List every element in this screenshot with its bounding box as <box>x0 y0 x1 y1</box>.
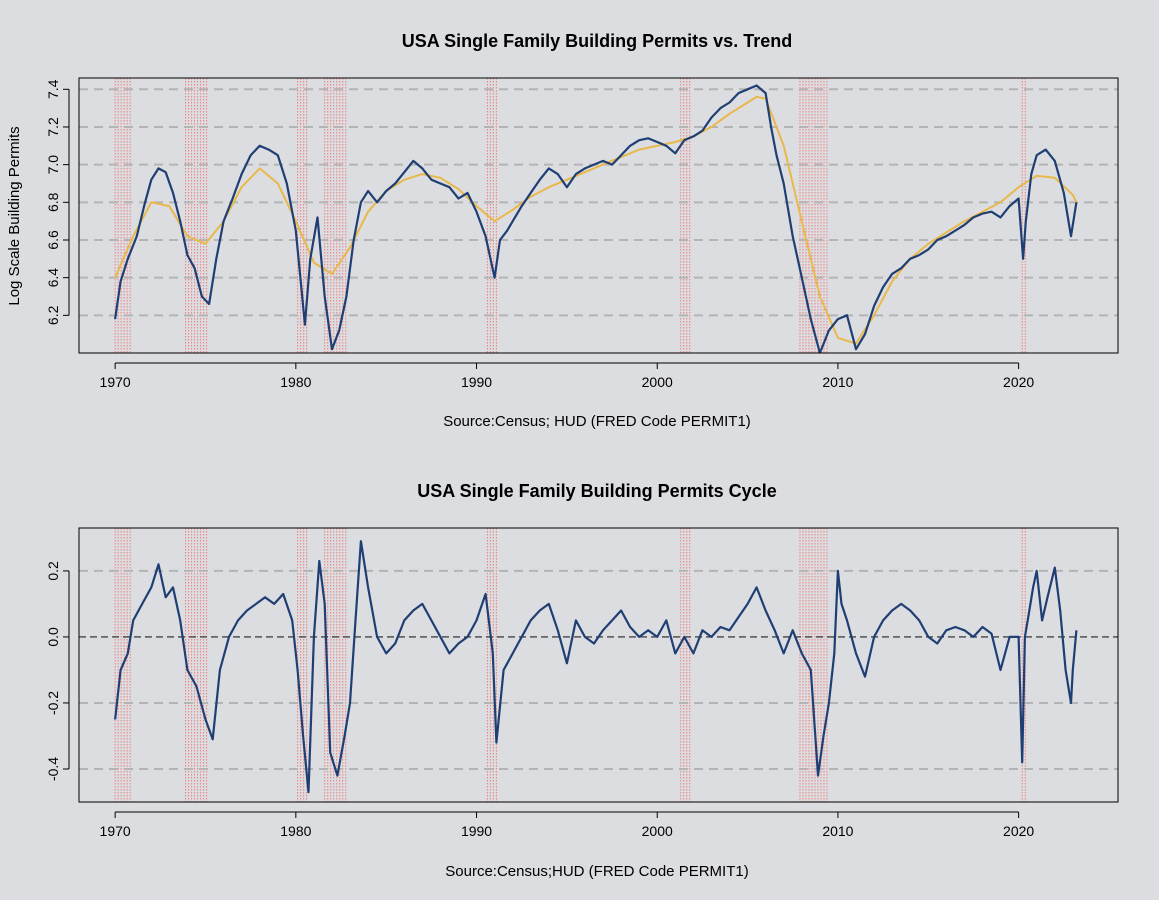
trend-y-tick-label: 7.4 <box>45 79 61 99</box>
trend-recession-band <box>114 78 131 353</box>
trend-recession-bands <box>114 78 1026 353</box>
trend-axes: 1970 1980 1990 2000 2010 2020 6.2 6.4 6.6 6.8 7.0 7… <box>45 77 1119 390</box>
cycle-x-tick-label: 2010 <box>822 823 853 839</box>
cycle-x-tick-label: 1970 <box>100 823 131 839</box>
cycle-recession-band <box>799 528 828 802</box>
cycle-recession-band <box>680 528 691 802</box>
cycle-y-tick-label: 0.2 <box>45 561 61 581</box>
trend-y-tick-label: 7.0 <box>45 155 61 175</box>
trend-gridlines <box>79 88 1118 317</box>
trend-panel: USA Single Family Building Permits vs. T… <box>6 31 1119 430</box>
trend-plot-frame <box>78 77 1119 354</box>
trend-recession-band <box>680 78 691 353</box>
trend-x-tick-label: 1980 <box>280 374 311 390</box>
trend-y-tick-label: 6.4 <box>45 268 61 288</box>
trend-y-tick-label: 6.6 <box>45 230 61 250</box>
trend-x-tick-label: 2000 <box>642 374 673 390</box>
trend-x-tick-label: 2010 <box>822 374 853 390</box>
trend-x-tick-label: 1990 <box>461 374 492 390</box>
trend-y-tick-label: 6.8 <box>45 192 61 212</box>
trend-trend-line <box>114 95 1078 345</box>
cycle-series-line <box>114 540 1078 794</box>
trend-recession-band <box>324 78 347 353</box>
trend-y-tick-label: 6.2 <box>45 305 61 325</box>
cycle-recession-band <box>185 528 208 802</box>
cycle-y-tick-label: -0.2 <box>45 691 61 715</box>
trend-x-tick-label: 2020 <box>1003 374 1034 390</box>
cycle-plot-frame <box>78 527 1119 803</box>
trend-x-tick-label: 1970 <box>100 374 131 390</box>
cycle-x-tick-label: 1980 <box>280 823 311 839</box>
cycle-axes: 1970 1980 1990 2000 2010 2020 -0.4 -0.2 0.0 0.2 <box>45 527 1119 839</box>
trend-chart-title: USA Single Family Building Permits vs. T… <box>402 31 792 51</box>
cycle-x-tick-label: 2020 <box>1003 823 1034 839</box>
cycle-gridlines <box>79 569 1118 770</box>
cycle-series-group <box>114 540 1078 794</box>
cycle-recession-band <box>486 528 497 802</box>
cycle-x-tick-label: 2000 <box>642 823 673 839</box>
trend-y-tick-label: 7.2 <box>45 117 61 137</box>
cycle-recession-band <box>297 528 308 802</box>
trend-recession-band <box>799 78 828 353</box>
cycle-chart-title: USA Single Family Building Permits Cycle <box>417 481 776 501</box>
trend-y-axis-label: Log Scale Building Permits <box>6 126 23 305</box>
trend-recession-band <box>185 78 208 353</box>
trend-source-label: Source:Census; HUD (FRED Code PERMIT1) <box>443 413 751 430</box>
cycle-recession-band <box>114 528 131 802</box>
cycle-recession-bands <box>114 528 1026 802</box>
cycle-y-tick-label: -0.4 <box>45 757 61 781</box>
cycle-source-label: Source:Census;HUD (FRED Code PERMIT1) <box>445 863 748 880</box>
trend-recession-band <box>1021 78 1026 353</box>
trend-series-group <box>114 84 1078 353</box>
trend-series-line <box>114 84 1078 353</box>
cycle-y-tick-label: 0.0 <box>45 627 61 647</box>
trend-recession-band <box>486 78 497 353</box>
cycle-x-tick-label: 1990 <box>461 823 492 839</box>
cycle-panel: USA Single Family Building Permits Cycle… <box>45 481 1119 880</box>
